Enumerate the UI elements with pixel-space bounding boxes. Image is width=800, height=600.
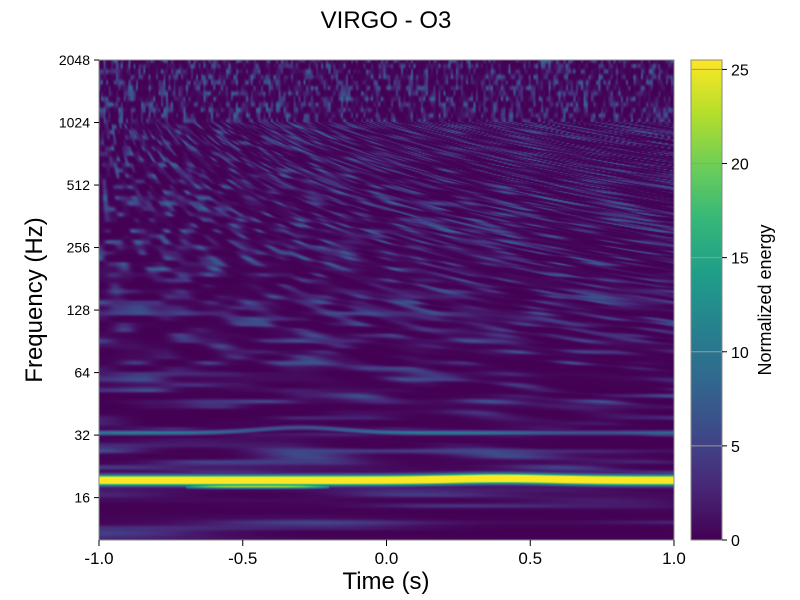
colorbar-tick-label: 25: [731, 62, 749, 79]
chart-title: VIRGO - O3: [321, 7, 452, 34]
y-tick-label: 1024: [59, 115, 90, 131]
y-tick-label: 16: [74, 490, 90, 506]
y-tick-label: 512: [67, 177, 91, 193]
colorbar-tick-label: 5: [731, 439, 740, 456]
colorbar-tick-label: 10: [731, 345, 749, 362]
y-tick-label: 256: [67, 240, 91, 256]
y-axis-label: Frequency (Hz): [21, 217, 48, 382]
y-tick-label: 32: [74, 427, 90, 443]
plot-frame: [98, 59, 675, 541]
colorbar-axis: 0 5 10 15 20 25: [691, 62, 749, 550]
x-axis-label: Time (s): [342, 568, 429, 595]
y-tick-label: 2048: [59, 52, 90, 68]
colorbar-label: Normalized energy: [755, 224, 775, 375]
x-axis: -1.0 -0.5 0.0 0.5 1.0: [84, 540, 686, 568]
x-tick-label: -0.5: [228, 549, 257, 568]
x-tick-label: 0.5: [518, 549, 542, 568]
x-tick-label: -1.0: [84, 549, 113, 568]
y-tick-label: 64: [74, 365, 90, 381]
colorbar-tick-label: 0: [731, 533, 740, 550]
colorbar-tick-label: 20: [731, 157, 749, 174]
colorbar-frame: [690, 59, 723, 541]
spectrogram-heatmap: [99, 60, 674, 540]
y-tick-label: 128: [67, 302, 91, 318]
colorbar-gradient: [691, 60, 722, 540]
colorbar-tick-label: 15: [731, 251, 749, 268]
x-tick-label: 0.0: [375, 549, 399, 568]
x-tick-label: 1.0: [662, 549, 686, 568]
y-axis: 16 32 64 128 256 512 1024 2048: [59, 52, 99, 506]
